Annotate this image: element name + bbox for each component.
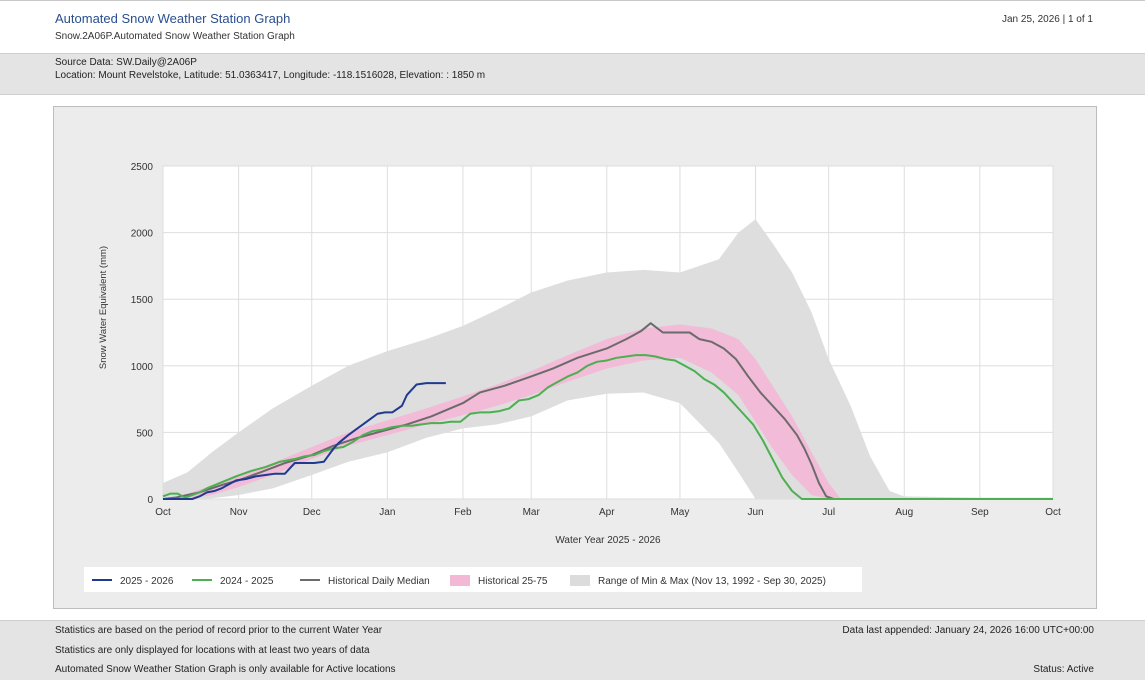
footer-note-active: Automated Snow Weather Station Graph is … xyxy=(55,664,396,675)
report-subtitle: Snow.2A06P.Automated Snow Weather Statio… xyxy=(55,31,295,42)
x-tick-label: Apr xyxy=(599,507,615,518)
date-page-info: Jan 25, 2026 | 1 of 1 xyxy=(1001,14,1093,25)
x-tick-label: Dec xyxy=(303,507,321,518)
legend-label: Historical 25-75 xyxy=(478,576,548,587)
y-tick-label: 500 xyxy=(136,428,153,439)
legend-swatch-box xyxy=(570,575,590,586)
report-header: Automated Snow Weather Station Graph Sno… xyxy=(0,1,1145,53)
legend-label: 2024 - 2025 xyxy=(220,576,274,587)
footer-note-years: Statistics are only displayed for locati… xyxy=(55,645,370,656)
y-axis-title: Snow Water Equivalent (mm) xyxy=(98,246,109,369)
last-appended-text: Data last appended: January 24, 2026 16:… xyxy=(842,625,1094,636)
series-2024-2025-line xyxy=(162,354,1053,500)
chart-container: 0 500 1000 1500 2000 2500 Oct Nov Dec Jan Feb Mar Ap… xyxy=(53,106,1097,609)
x-tick-label: Jun xyxy=(747,507,763,518)
x-tick-label: Oct xyxy=(155,507,171,518)
y-tick-label: 2000 xyxy=(131,229,154,240)
x-tick-label: Nov xyxy=(230,507,248,518)
legend-label: Range of Min & Max (Nov 13, 1992 - Sep 3… xyxy=(598,576,826,587)
legend-swatch-box xyxy=(450,575,470,586)
x-tick-label: May xyxy=(670,507,689,518)
report-footer: Statistics are based on the period of re… xyxy=(0,620,1145,680)
footer-note-period: Statistics are based on the period of re… xyxy=(55,625,383,636)
x-tick-label: Sep xyxy=(971,507,989,518)
y-tick-label: 2500 xyxy=(131,162,154,173)
report-title: Automated Snow Weather Station Graph xyxy=(55,11,291,26)
y-tick-label: 1000 xyxy=(131,362,154,373)
x-tick-label: Jan xyxy=(379,507,395,518)
y-tick-label: 1500 xyxy=(131,295,154,306)
legend-label: 2025 - 2026 xyxy=(120,576,174,587)
status-text: Status: Active xyxy=(1033,664,1094,675)
series-2025-2026-line xyxy=(163,382,446,500)
legend-label: Historical Daily Median xyxy=(328,576,430,587)
x-tick-label: Feb xyxy=(454,507,472,518)
x-axis-title: Water Year 2025 - 2026 xyxy=(555,535,661,546)
x-tick-label: Oct xyxy=(1045,507,1061,518)
series-historical-median-line xyxy=(162,322,1053,500)
source-info-bar: Source Data: SW.Daily@2A06P Location: Mo… xyxy=(0,53,1145,95)
location-text: Location: Mount Revelstoke, Latitude: 51… xyxy=(55,70,486,81)
y-tick-label: 0 xyxy=(147,495,153,506)
top-border xyxy=(0,0,1145,1)
x-tick-label: Aug xyxy=(895,507,913,518)
legend-box xyxy=(84,567,862,592)
source-data-text: Source Data: SW.Daily@2A06P xyxy=(55,57,197,68)
swe-chart: 0 500 1000 1500 2000 2500 Oct Nov Dec Jan Feb Mar Ap… xyxy=(84,162,1061,592)
x-tick-label: Mar xyxy=(523,507,541,518)
x-tick-label: Jul xyxy=(822,507,835,518)
